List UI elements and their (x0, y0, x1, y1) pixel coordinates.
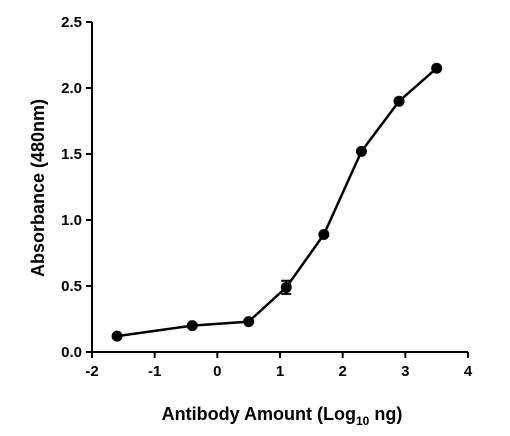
y-tick-label: 1.0 (61, 212, 82, 229)
x-axis-label-part: Antibody Amount (Log (162, 404, 356, 424)
series-line (116, 67, 438, 338)
y-tick-label: 2.0 (61, 80, 82, 97)
x-axis-label-part: ng) (369, 404, 402, 424)
x-tick-label: -2 (85, 363, 98, 380)
data-point (186, 320, 198, 332)
data-point (393, 95, 405, 107)
x-tick-label: 2 (338, 363, 346, 380)
x-tick-label: 3 (401, 363, 409, 380)
x-axis-label-subscript: 10 (356, 414, 370, 428)
data-point (280, 281, 292, 293)
data-point (111, 330, 123, 342)
data-point (431, 62, 443, 74)
x-tick-label: 0 (213, 363, 221, 380)
y-axis-label: Absorbance (480nm) (28, 99, 48, 277)
y-tick-label: 0.0 (61, 344, 82, 361)
data-point (355, 145, 367, 157)
x-axis-label: Antibody Amount (Log10 ng) (162, 404, 403, 428)
x-tick-label: 4 (464, 363, 473, 380)
y-tick-label: 2.5 (61, 14, 82, 31)
x-tick-label: -1 (148, 363, 161, 380)
x-tick-label: 1 (276, 363, 284, 380)
data-point (243, 316, 255, 328)
y-tick-label: 0.5 (61, 278, 82, 295)
data-point (318, 229, 330, 241)
y-tick-label: 1.5 (61, 146, 82, 163)
